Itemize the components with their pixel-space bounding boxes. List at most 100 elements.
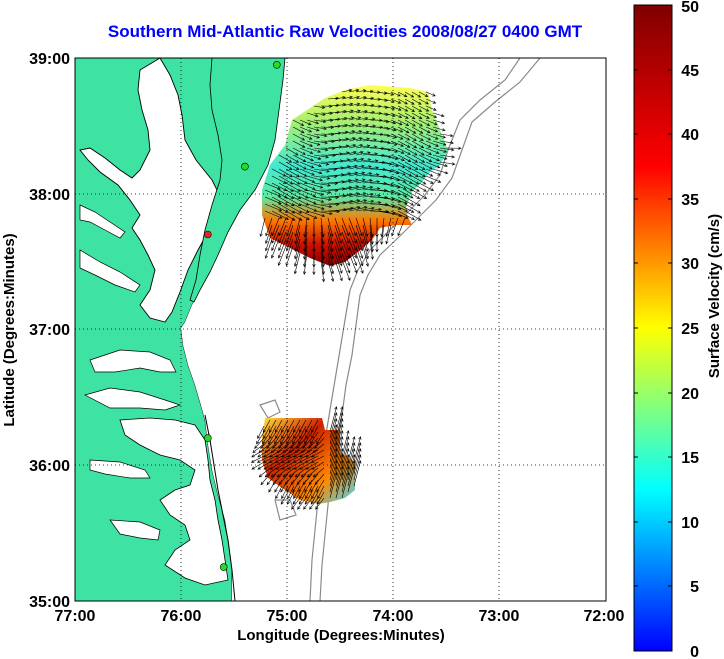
velocity-vector [334,245,343,267]
velocity-vector [306,140,321,146]
velocity-vector [418,175,434,184]
velocity-vector [306,154,322,160]
velocity-vector [269,449,283,458]
velocity-vector [262,431,271,445]
velocity-vector [335,436,344,463]
velocity-vector [411,175,427,185]
velocity-vector [411,154,426,163]
velocity-vector [355,199,375,205]
cb-tick-5: 5 [690,579,699,596]
velocity-vector [425,112,438,118]
velocity-vector [313,119,327,124]
velocity-vector [390,182,407,190]
velocity-vector [257,461,271,470]
velocity-vector [275,461,289,470]
cb-tick-0: 0 [690,644,699,659]
velocity-vector [383,126,397,132]
velocity-vector [327,224,334,245]
velocity-vector [263,461,277,470]
velocity-vector [292,175,308,184]
velocity-vector [390,210,409,219]
velocity-vector [293,449,307,458]
velocity-vector [341,454,350,481]
y-tick-0: 39:00 [29,51,70,68]
velocity-vector [385,224,392,245]
velocity-vector [306,161,322,168]
velocity-vector [418,119,431,126]
velocity-vector [320,125,335,129]
river-estuary-6 [109,519,161,541]
velocity-vector [316,431,325,445]
velocity-vector [298,479,307,493]
velocity-vector [383,105,396,110]
velocity-vector [411,133,424,141]
velocity-vector [278,217,287,237]
velocity-vector [263,449,277,458]
velocity-vector [404,154,419,163]
velocity-vector [264,231,273,252]
velocity-vector [362,166,380,170]
velocity-vector [302,252,308,275]
velocity-vector [275,485,283,500]
radar-site-marker [204,434,212,442]
velocity-vector [355,123,369,128]
velocity-vector [299,147,314,154]
velocity-vector [425,91,436,97]
velocity-vector [348,178,366,184]
velocity-vector [278,231,287,252]
y-axis-title: Latitude (Degrees:Minutes) [1,233,18,426]
velocity-vector [292,133,306,141]
velocity-vector [292,147,306,155]
velocity-vector [439,140,454,145]
velocity-vector [286,224,294,245]
velocity-vector [259,217,266,238]
velocity-vectors-south [250,406,362,510]
velocity-vector [306,203,325,210]
velocity-vector [278,224,287,244]
velocity-vector [341,116,355,121]
velocity-vector [418,133,432,141]
velocity-vector [348,95,360,100]
velocity-vector [348,217,357,237]
velocity-vector [304,431,313,445]
velocity-vector [292,479,301,493]
velocity-vector [299,449,313,458]
velocity-vector [335,430,344,457]
velocity-vector [292,140,306,148]
velocity-vector [390,175,407,183]
velocity-vector [432,133,447,139]
velocity-vector [418,161,433,170]
velocity-vector [341,245,351,267]
velocity-vector [411,126,424,134]
velocity-vector [250,455,265,463]
velocity-vector [355,89,367,93]
velocity-vector [404,133,417,141]
velocity-vector [313,126,327,131]
velocity-vector [285,168,300,178]
velocity-vector [404,168,419,178]
velocity-vector [404,175,420,185]
velocity-vector [313,133,328,138]
velocity-vector [432,168,449,175]
velocity-vector [353,436,362,463]
map-title: Southern Mid-Atlantic Raw Velocities 200… [107,22,583,41]
velocity-vector [348,238,357,259]
velocity-vector [300,467,313,478]
velocity-vector [292,203,310,213]
velocity-vector [320,259,326,283]
velocity-vector [341,231,350,252]
velocity-vector [390,196,408,205]
velocity-vector [375,232,379,253]
velocity-vector [287,461,301,470]
velocity-vector [327,238,334,260]
velocity-vector [397,98,408,105]
x-tick-3: 74:00 [373,608,414,625]
velocity-vector [264,182,281,190]
velocity-vector [341,102,354,107]
velocity-vector [404,189,421,199]
cb-tick-30: 30 [681,256,699,273]
velocity-vector [292,210,310,220]
velocity-vector [418,147,433,155]
velocity-vector [390,98,402,104]
